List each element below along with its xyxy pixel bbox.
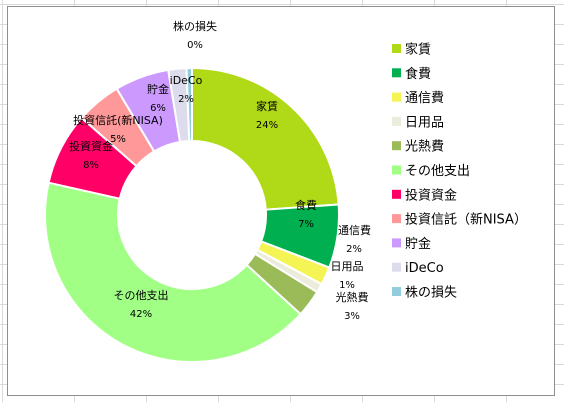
data-label-pct-2: 2%	[346, 244, 362, 255]
data-label-name-1: 食費	[295, 198, 317, 212]
legend-label-9: iDeCo	[405, 261, 444, 276]
legend-label-3: 日用品	[405, 115, 444, 130]
legend-item-10[interactable]: 株の損失	[392, 286, 457, 301]
data-label-pct-10: 0%	[187, 40, 203, 51]
data-label-pct-1: 7%	[298, 219, 314, 230]
legend-swatch-1	[392, 68, 401, 78]
legend-item-1[interactable]: 食費	[392, 66, 431, 82]
legend-label-5: その他支出	[405, 164, 470, 179]
legend-label-6: 投資資金	[405, 187, 457, 203]
legend-label-7: 投資信託（新NISA）	[405, 212, 527, 228]
legend-swatch-3	[392, 116, 401, 126]
slice-10[interactable]	[185, 66, 193, 143]
data-label-pct-8: 6%	[150, 103, 166, 114]
legend-item-6[interactable]: 投資資金	[392, 187, 457, 203]
legend-swatch-2	[392, 92, 401, 102]
legend-item-4[interactable]: 光熱費	[392, 140, 444, 155]
data-label-name-2: 通信費	[338, 223, 371, 237]
slice-0[interactable]	[191, 66, 340, 211]
legend-item-0[interactable]: 家賃	[392, 42, 431, 58]
data-label-name-8: 貯金	[147, 82, 169, 96]
legend-swatch-0	[392, 44, 401, 53]
data-label-name-0: 家賃	[256, 99, 278, 113]
legend-swatch-10	[392, 287, 401, 296]
data-label-name-10: 株の損失	[173, 19, 217, 33]
legend-swatch-8	[392, 238, 401, 248]
legend-swatch-5	[392, 165, 401, 175]
legend-item-3[interactable]: 日用品	[392, 115, 444, 130]
legend-swatch-4	[392, 141, 401, 151]
data-label-name-6: 投資資金	[69, 139, 113, 153]
data-label-name-7: 投資信託(新NISA)	[73, 113, 163, 127]
legend-label-8: 貯金	[405, 236, 431, 252]
legend-swatch-9	[392, 262, 401, 272]
legend-swatch-6	[392, 189, 401, 199]
legend-label-10: 株の損失	[405, 286, 457, 301]
legend-label-1: 食費	[405, 66, 431, 82]
data-label-pct-0: 24%	[256, 120, 278, 131]
legend-item-9[interactable]: iDeCo	[392, 261, 444, 276]
slice-5[interactable]	[44, 181, 302, 363]
legend-label-2: 通信費	[405, 91, 444, 106]
legend-label-4: 光熱費	[405, 140, 444, 155]
data-label-pct-6: 8%	[83, 160, 99, 171]
data-label-name-5: その他支出	[114, 288, 169, 302]
data-label-pct-4: 3%	[344, 311, 360, 322]
legend-swatch-7	[392, 214, 401, 224]
data-label-pct-7: 5%	[110, 134, 126, 145]
legend-label-0: 家賃	[405, 42, 431, 58]
legend-item-2[interactable]: 通信費	[392, 91, 444, 106]
legend-item-7[interactable]: 投資信託（新NISA）	[392, 212, 527, 228]
legend-item-5[interactable]: その他支出	[392, 164, 470, 179]
legend-item-8[interactable]: 貯金	[392, 236, 431, 252]
data-label-pct-5: 42%	[130, 309, 152, 320]
data-label-name-4: 光熱費	[336, 290, 369, 304]
data-label-pct-3: 1%	[339, 280, 355, 291]
data-label-pct-9: 2%	[178, 94, 194, 105]
data-label-name-3: 日用品	[331, 260, 364, 273]
data-label-name-9: iDeCo	[170, 74, 203, 87]
